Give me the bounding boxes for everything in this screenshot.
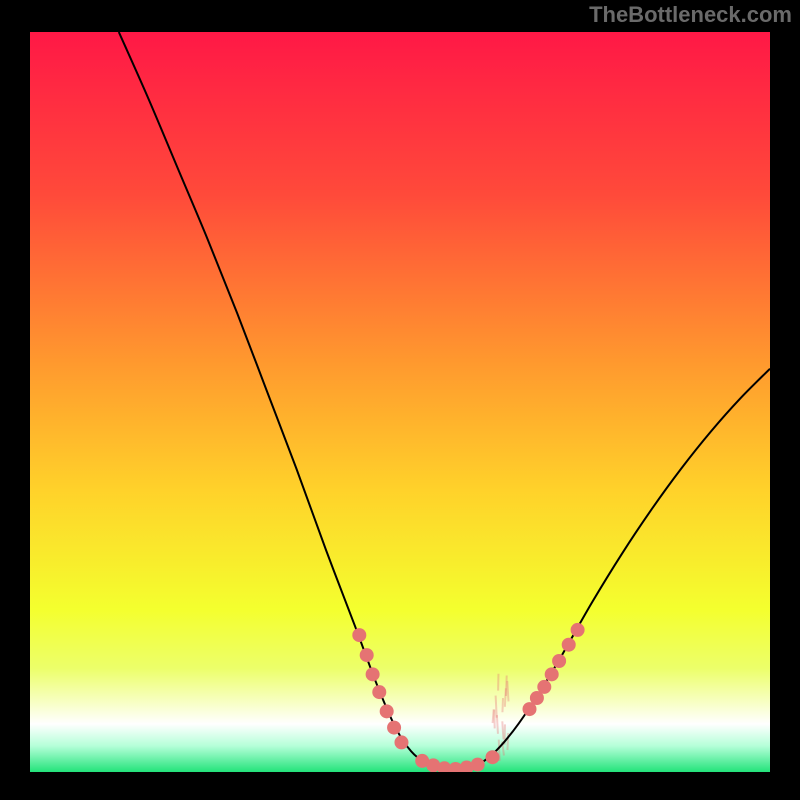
marker-dot: [571, 623, 585, 637]
wiggle-line: [507, 733, 508, 750]
wiggle-line: [502, 721, 503, 739]
marker-dot: [394, 735, 408, 749]
marker-dot: [562, 638, 576, 652]
marker-dot: [366, 667, 380, 681]
wiggle-line: [507, 681, 508, 701]
wiggle-line: [502, 698, 503, 712]
marker-dot: [486, 750, 500, 764]
marker-dot: [552, 654, 566, 668]
marker-dot: [360, 648, 374, 662]
gradient-background: [30, 32, 770, 772]
wiggle-line: [497, 715, 498, 734]
wiggle-line: [506, 675, 507, 696]
bottleneck-chart: [0, 0, 800, 800]
wiggle-line: [493, 709, 494, 723]
marker-dot: [537, 680, 551, 694]
wiggle-line: [496, 696, 497, 718]
marker-dot: [372, 685, 386, 699]
marker-dot: [387, 721, 401, 735]
marker-dot: [380, 704, 394, 718]
chart-container: TheBottleneck.com: [0, 0, 800, 800]
marker-dot: [352, 628, 366, 642]
marker-dot: [545, 667, 559, 681]
attribution-label: TheBottleneck.com: [589, 2, 792, 28]
marker-dot: [471, 758, 485, 772]
